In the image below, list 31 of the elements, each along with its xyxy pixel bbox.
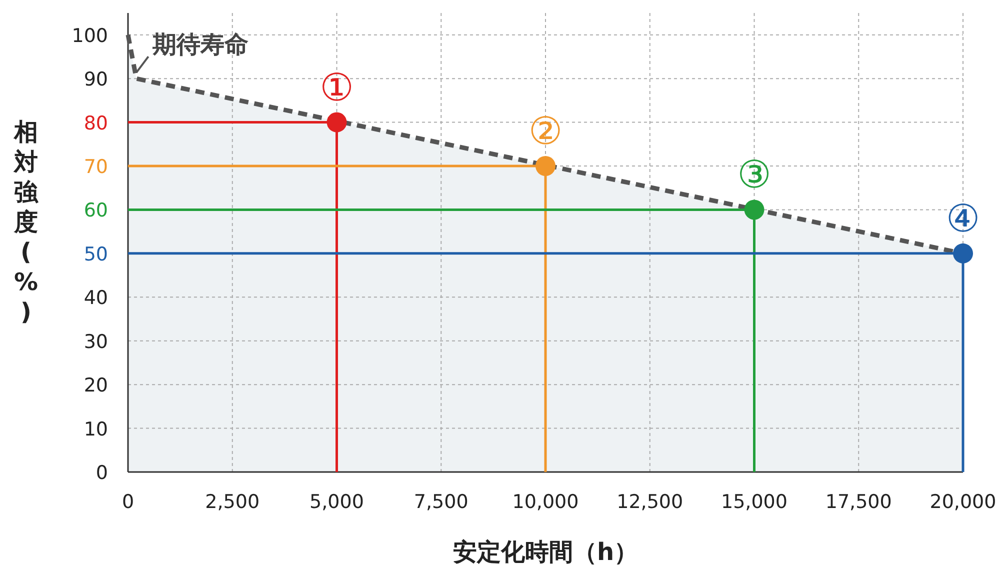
y-tick-label: 90 (84, 68, 108, 91)
y-tick-label: 0 (96, 462, 108, 484)
point (326, 112, 347, 132)
x-tick-label: 12,500 (616, 491, 684, 513)
annotation: 期待寿命 (151, 30, 248, 59)
y-tick-label: 60 (84, 200, 108, 222)
x-tick-label: 15,000 (721, 491, 788, 513)
x-tick-label: 20,000 (930, 491, 996, 513)
data-label: ③ (737, 152, 772, 197)
point (953, 243, 973, 264)
y-tick-label: 70 (84, 156, 108, 178)
y-tick-label: 40 (84, 287, 108, 310)
data-label: ① (320, 65, 354, 110)
y-axis-title: 相対強度(%) (13, 118, 39, 326)
data-label: ④ (946, 196, 980, 240)
x-tick-label: 5,000 (310, 491, 364, 513)
data-label: ② (528, 109, 563, 153)
point (744, 200, 764, 220)
x-tick-label: 0 (122, 491, 134, 513)
x-axis-title: 安定化時間（h） (452, 538, 638, 566)
y-tick-label: 100 (72, 24, 108, 47)
y-tick-label: 50 (84, 243, 108, 266)
y-tick-label: 20 (84, 374, 108, 397)
x-tick-label: 2,500 (205, 491, 260, 513)
x-tick-label: 10,000 (512, 491, 579, 513)
point (536, 156, 556, 176)
x-tick-label: 7,500 (414, 491, 468, 513)
y-tick-label: 10 (84, 418, 108, 440)
y-tick-label: 80 (84, 112, 108, 134)
y-tick-label: 30 (84, 330, 108, 353)
x-tick-label: 17,500 (825, 491, 892, 513)
